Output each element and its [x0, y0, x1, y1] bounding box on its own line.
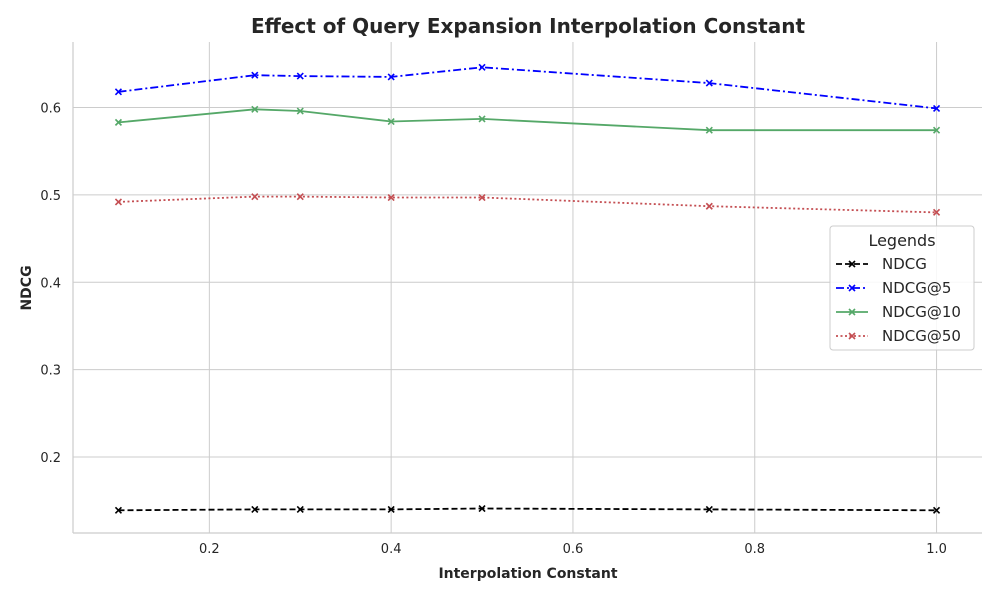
- axes-layer: 0.2 0.4 0.6 0.8 1.0 0.2 0.3 0.4 0.5 0.6: [40, 42, 982, 557]
- legend-marker: [848, 332, 856, 340]
- series-layer: [114, 63, 941, 514]
- series-line-ndcg-10: [118, 108, 937, 132]
- legend-box: [829, 225, 975, 351]
- legend-label: NDCG@50: [882, 327, 961, 345]
- data-point-ndcg-50: [932, 208, 941, 216]
- data-point-ndcg: [114, 506, 123, 514]
- x-tick-label: 0.8: [744, 542, 765, 557]
- y-tick-label: 0.2: [40, 451, 61, 466]
- series-line-ndcg-5: [118, 66, 937, 110]
- legend-item-ndcg-5: NDCG@5: [836, 279, 951, 297]
- legend-marker: [848, 308, 856, 316]
- y-axis-label: NDCG: [19, 265, 35, 310]
- legend: Legends NDCG NDCG@5 NDCG@10 NDCG@50: [829, 225, 975, 351]
- data-point-ndcg-10: [296, 107, 304, 115]
- chart-title: Effect of Query Expansion Interpolation …: [251, 14, 805, 38]
- series-line-ndcg-50: [118, 195, 937, 214]
- data-point-ndcg-5: [478, 63, 486, 71]
- x-axis-label: Interpolation Constant: [438, 566, 617, 582]
- x-tick-label: 0.6: [563, 542, 584, 557]
- y-tick-label: 0.6: [40, 102, 61, 117]
- legend-item-ndcg: NDCG: [836, 255, 927, 273]
- data-point-ndcg-10: [251, 105, 259, 113]
- data-point-ndcg-10: [705, 126, 713, 134]
- data-point-ndcg-50: [705, 202, 713, 210]
- y-tick-label: 0.4: [40, 276, 61, 291]
- series-line-ndcg: [118, 507, 937, 512]
- data-point-ndcg-5: [114, 88, 123, 96]
- x-tick-label: 0.4: [381, 542, 402, 557]
- data-point-ndcg: [387, 505, 395, 513]
- legend-marker: [848, 284, 856, 292]
- x-tick-label: 1.0: [926, 542, 947, 557]
- legend-label: NDCG@5: [882, 279, 951, 297]
- data-point-ndcg-10: [932, 126, 941, 134]
- data-point-ndcg-5: [251, 71, 259, 79]
- data-point-ndcg-10: [387, 117, 395, 126]
- data-point-ndcg-5: [296, 72, 304, 80]
- legend-label: NDCG@10: [882, 303, 961, 321]
- data-point-ndcg-50: [387, 193, 395, 202]
- legend-item-ndcg-50: NDCG@50: [836, 327, 961, 345]
- data-point-ndcg: [705, 505, 713, 513]
- data-point-ndcg: [478, 504, 486, 513]
- data-point-ndcg-50: [114, 198, 123, 206]
- x-tick-label: 0.2: [199, 542, 220, 557]
- data-point-ndcg-10: [478, 115, 486, 123]
- legend-marker: [848, 260, 856, 268]
- y-tick-label: 0.5: [40, 189, 61, 204]
- data-point-ndcg: [251, 505, 259, 513]
- legend-item-ndcg-10: NDCG@10: [836, 303, 961, 321]
- legend-title: Legends: [868, 231, 935, 250]
- legend-label: NDCG: [882, 255, 927, 273]
- data-point-ndcg: [296, 505, 304, 513]
- data-point-ndcg-5: [705, 79, 713, 87]
- data-point-ndcg-50: [251, 193, 259, 201]
- data-point-ndcg: [932, 506, 941, 514]
- data-point-ndcg-10: [114, 118, 123, 126]
- data-point-ndcg-5: [932, 104, 941, 112]
- data-point-ndcg-50: [478, 193, 486, 202]
- data-point-ndcg-5: [387, 73, 395, 81]
- y-tick-label: 0.3: [40, 364, 61, 379]
- data-point-ndcg-50: [296, 193, 304, 201]
